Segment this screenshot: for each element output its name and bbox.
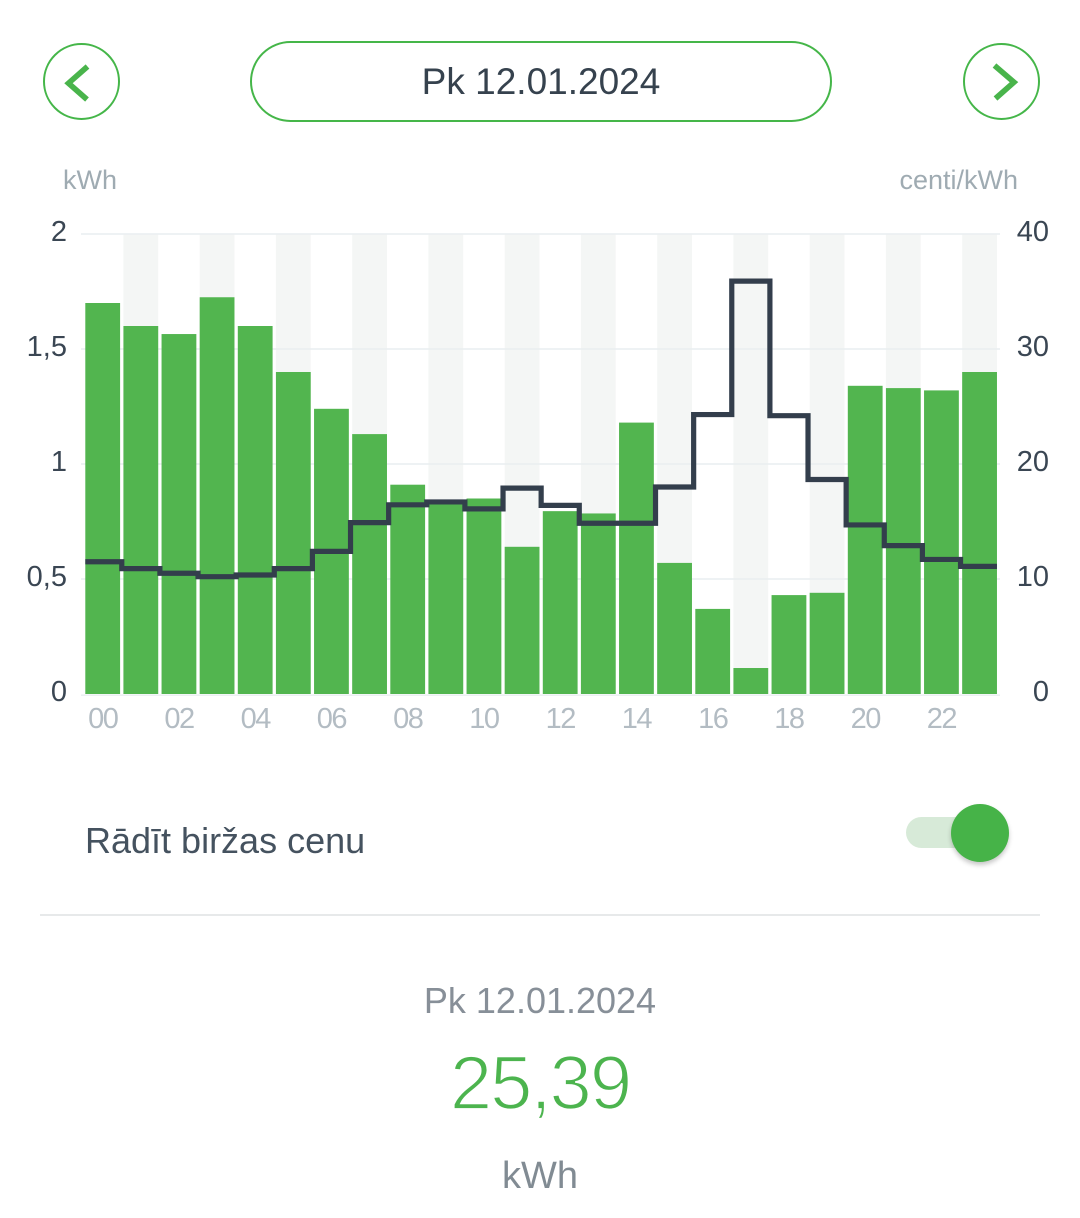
svg-text:30: 30 [1017,331,1049,363]
svg-text:0: 0 [51,676,67,708]
svg-text:14: 14 [622,703,653,735]
svg-text:16: 16 [698,703,728,735]
svg-text:02: 02 [164,703,194,735]
svg-text:kWh: kWh [63,165,117,195]
svg-text:20: 20 [851,703,881,735]
svg-text:1: 1 [51,446,67,478]
svg-text:10: 10 [1017,561,1049,593]
svg-text:40: 40 [1017,216,1049,248]
svg-text:20: 20 [1017,446,1049,478]
svg-text:00: 00 [88,703,118,735]
svg-text:0,5: 0,5 [27,561,67,593]
svg-text:08: 08 [393,703,423,735]
svg-text:2: 2 [51,216,67,248]
svg-text:04: 04 [241,703,272,735]
svg-text:0: 0 [1033,676,1049,708]
svg-text:18: 18 [774,703,804,735]
svg-text:10: 10 [469,703,499,735]
svg-text:12: 12 [546,703,576,735]
svg-text:centi/kWh: centi/kWh [899,165,1018,195]
svg-text:22: 22 [927,703,957,735]
svg-text:06: 06 [317,703,347,735]
svg-text:1,5: 1,5 [27,331,67,363]
